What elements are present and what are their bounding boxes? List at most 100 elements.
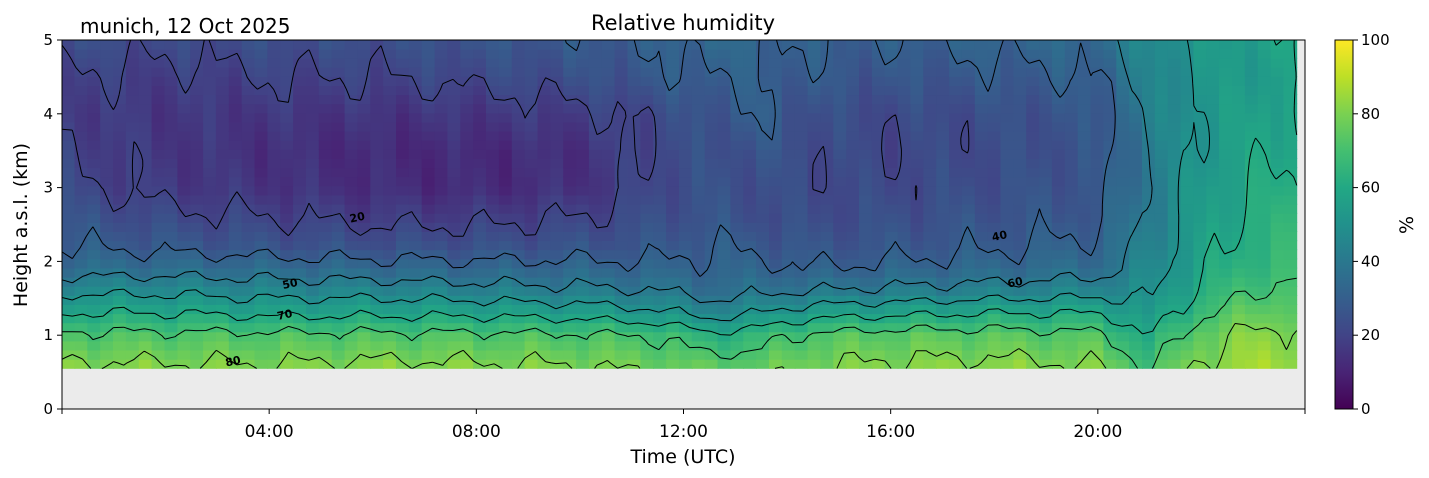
heat-cell	[1283, 76, 1298, 86]
heat-cell	[87, 112, 101, 123]
heat-cell	[910, 94, 925, 105]
heat-cell	[704, 158, 719, 169]
heat-cell	[1180, 149, 1195, 159]
heat-cell	[74, 48, 89, 59]
heat-cell	[280, 57, 294, 68]
heat-cell	[807, 322, 822, 333]
heat-cell	[318, 331, 333, 342]
heat-cell	[1180, 167, 1195, 178]
heat-cell	[1013, 158, 1028, 169]
heat-cell	[383, 139, 397, 150]
heat-cell	[614, 103, 629, 114]
heat-cell	[396, 185, 410, 196]
heat-cell	[1219, 149, 1233, 159]
heat-cell	[396, 194, 410, 205]
heat-cell	[74, 176, 89, 187]
heat-cell	[1180, 67, 1195, 77]
heat-cell	[177, 212, 192, 223]
contour-lines	[62, 40, 1298, 369]
heat-cell	[267, 267, 282, 278]
heat-cell	[177, 158, 192, 169]
heat-cell	[936, 57, 950, 68]
heat-cell	[100, 231, 114, 242]
heat-cell	[666, 130, 680, 141]
heat-cell	[190, 48, 204, 59]
heat-cell	[743, 40, 757, 50]
heat-cell	[1090, 176, 1105, 187]
heat-cell	[318, 167, 333, 178]
heat-cell	[1219, 222, 1233, 232]
heat-cell	[1064, 112, 1079, 123]
heat-cell	[498, 240, 513, 251]
heat-cell	[1039, 130, 1053, 141]
heat-cell	[794, 222, 809, 232]
heat-cell	[113, 249, 127, 260]
heat-cell	[498, 295, 513, 305]
heat-cell	[1142, 67, 1156, 77]
heat-cell	[730, 158, 745, 169]
heat-cell	[756, 112, 770, 123]
heat-cell	[357, 103, 372, 114]
heat-cell	[164, 103, 179, 114]
heat-cell	[653, 194, 667, 205]
heat-cell	[1064, 76, 1079, 86]
heat-cell	[524, 231, 539, 242]
heat-cell	[293, 103, 307, 114]
heat-cell	[164, 249, 179, 260]
heat-cell	[704, 112, 719, 123]
heat-cell	[576, 48, 590, 59]
heat-cell	[537, 40, 552, 50]
heat-cell	[293, 130, 307, 141]
heat-cell	[254, 203, 269, 214]
heat-cell	[215, 313, 230, 324]
heat-cell	[1129, 40, 1143, 50]
heat-cell	[910, 167, 925, 178]
heat-cell	[473, 212, 487, 223]
heat-cell	[396, 112, 410, 123]
heat-cell	[1090, 40, 1105, 50]
heat-cell	[511, 40, 526, 50]
heat-cell	[961, 103, 976, 114]
heat-cell	[743, 358, 757, 369]
heat-cell	[550, 149, 564, 159]
heat-cell	[408, 358, 423, 369]
heat-cell	[859, 85, 873, 96]
heat-cell	[1167, 231, 1182, 242]
heat-cell	[138, 76, 153, 86]
heat-cell	[1116, 276, 1130, 287]
heat-cell	[434, 340, 449, 351]
heat-cell	[473, 130, 487, 141]
heat-cell	[1193, 240, 1208, 251]
heat-cell	[511, 48, 526, 59]
heat-cell	[241, 139, 256, 150]
heat-cell	[666, 57, 680, 68]
heat-cell	[331, 203, 346, 214]
heat-cell	[640, 103, 655, 114]
heat-cell	[1283, 112, 1298, 123]
heat-cell	[164, 240, 179, 251]
heat-cell	[74, 57, 89, 68]
heat-cell	[100, 331, 114, 342]
heat-cell	[62, 130, 76, 141]
heat-cell	[961, 158, 976, 169]
heat-cell	[743, 349, 757, 360]
heat-cell	[421, 67, 436, 77]
heat-cell	[781, 304, 796, 315]
heat-cell	[370, 349, 384, 360]
heat-cell	[794, 67, 809, 77]
heat-cell	[267, 121, 282, 132]
heat-cell	[563, 349, 577, 360]
heat-cell	[203, 358, 217, 369]
heat-cell	[897, 313, 912, 324]
heat-cell	[486, 304, 500, 315]
heat-cell	[730, 112, 745, 123]
heat-cell	[846, 331, 860, 342]
heat-cell	[627, 57, 642, 68]
heat-cell	[125, 249, 140, 260]
heat-cell	[125, 48, 140, 59]
heat-cell	[396, 40, 410, 50]
heat-cell	[447, 185, 462, 196]
heat-cell	[1257, 304, 1272, 315]
heat-cell	[331, 285, 346, 296]
heat-cell	[215, 249, 230, 260]
